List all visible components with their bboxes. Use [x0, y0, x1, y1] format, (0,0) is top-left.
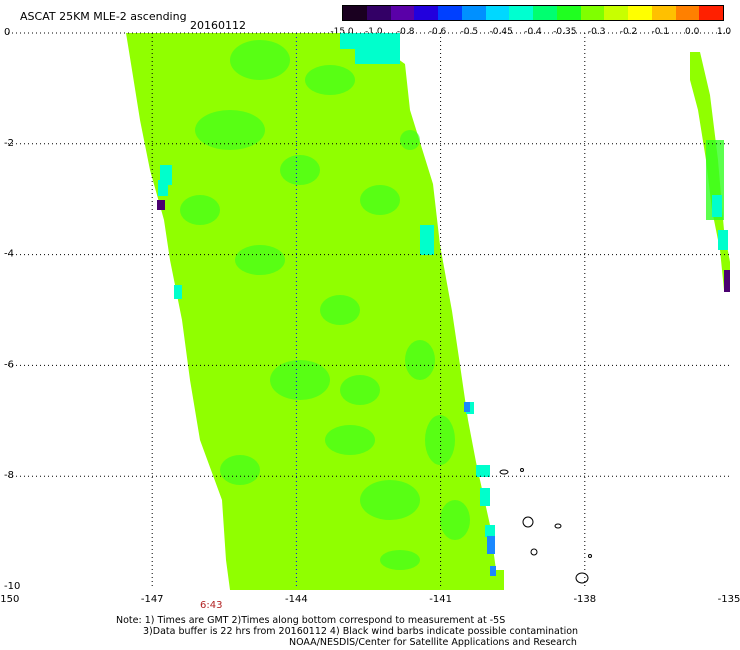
swath-patch [305, 65, 355, 95]
island-outline [520, 468, 524, 472]
latitude-label: 0 [4, 27, 10, 38]
longitude-label: -144 [285, 594, 308, 605]
swath-edge-pixel [490, 566, 496, 576]
island-outline [554, 523, 562, 529]
color-scale-label: -0.45 [489, 27, 513, 37]
color-swatch-4 [438, 6, 462, 20]
color-swatch-14 [675, 6, 700, 20]
swath-edge-pixel [157, 200, 165, 210]
swath-patch [230, 40, 290, 80]
latitude-label: -10 [4, 581, 20, 592]
swath-patch [360, 185, 400, 215]
color-scale-label: 0.0 [684, 27, 700, 37]
swath-patch [440, 500, 470, 540]
color-swatch-2 [390, 6, 415, 20]
color-scale-label: -15.0 [330, 27, 354, 37]
swath-edge-pixel [724, 270, 730, 292]
swath-patch [405, 340, 435, 380]
color-scale-label: -0.4 [524, 27, 542, 37]
color-scale-bar [342, 5, 724, 21]
color-swatch-15 [699, 6, 723, 20]
island-outline [588, 554, 592, 558]
note-line-2: 3)Data buffer is 22 hrs from 20160112 4)… [143, 626, 579, 637]
map-title: ASCAT 25KM MLE-2 ascending [20, 10, 187, 23]
longitude-label: -147 [141, 594, 164, 605]
swath-patch [400, 130, 420, 150]
longitude-label: -138 [573, 594, 596, 605]
color-scale-label: 1.0 [716, 27, 732, 37]
color-swatch-7 [509, 6, 533, 20]
swath-edge-pixel [718, 230, 728, 250]
pass-time-label: 6:43 [200, 600, 223, 611]
island-outline [522, 516, 534, 528]
latitude-label: -8 [4, 470, 14, 481]
swath-edge-pixel [355, 48, 400, 64]
color-swatch-8 [533, 6, 557, 20]
color-swatch-6 [485, 6, 510, 20]
island-outline [499, 469, 509, 475]
color-scale-label: -0.35 [553, 27, 577, 37]
island-outline [530, 548, 538, 556]
map-date: 20160112 [190, 19, 246, 32]
swath-patch [380, 550, 420, 570]
note-line-3: NOAA/NESDIS/Center for Satellite Applica… [289, 637, 577, 648]
swath-patch [320, 295, 360, 325]
swath-edge-pixel [464, 402, 470, 412]
swath-patch [425, 415, 455, 465]
swath-edge-pixel [476, 465, 490, 477]
latitude-label: -4 [4, 249, 14, 260]
swath-edge-pixel [485, 525, 495, 537]
latitude-label: -2 [4, 138, 14, 149]
swath-edge-pixel [487, 536, 495, 554]
swath-edge-pixel [420, 225, 434, 255]
swath-patch [220, 455, 260, 485]
swath-edge-pixel [480, 488, 490, 506]
color-scale-label: -0.5 [460, 27, 479, 37]
swath-patch [270, 360, 330, 400]
note-line-1: Note: 1) Times are GMT 2)Times along bot… [116, 615, 506, 626]
longitude-label: -141 [429, 594, 452, 605]
color-scale-label: -0.2 [619, 27, 638, 37]
swath-patch [360, 480, 420, 520]
longitude-label: -150 [0, 594, 19, 605]
swath-patch [180, 195, 220, 225]
swath-patch [340, 375, 380, 405]
latitude-label: -6 [4, 359, 14, 370]
swath-edge-pixel [712, 195, 722, 217]
swath-patch [195, 110, 265, 150]
swath-edge-pixel [158, 180, 168, 196]
color-swatch-1 [366, 6, 391, 20]
color-swatch-5 [461, 6, 486, 20]
swath-patch [325, 425, 375, 455]
color-swatch-13 [651, 6, 676, 20]
color-swatch-12 [628, 6, 652, 20]
color-scale-labels: -15.0 -1.0 -0.8 -0.6 -0.5 -0.45 -0.4 -0.35 -0.3 -… [330, 27, 732, 39]
swath-patch [235, 245, 285, 275]
color-swatch-11 [604, 6, 628, 20]
island-outline [575, 572, 589, 584]
color-swatch-0 [343, 6, 367, 20]
color-swatch-3 [414, 6, 438, 20]
swath-edge-pixel [174, 285, 182, 299]
color-swatch-10 [580, 6, 605, 20]
color-scale-label: -0.3 [587, 27, 606, 37]
color-scale-label: -1.0 [365, 27, 383, 37]
longitude-label: -135 [718, 594, 740, 605]
satellite-swath [126, 33, 504, 590]
color-swatch-9 [556, 6, 581, 20]
color-scale-label: -0.8 [396, 27, 415, 37]
color-scale-label: -0.1 [651, 27, 670, 37]
swath-patch [280, 155, 320, 185]
color-scale-label: -0.6 [428, 27, 447, 37]
swath-edge-pixel [340, 33, 400, 49]
